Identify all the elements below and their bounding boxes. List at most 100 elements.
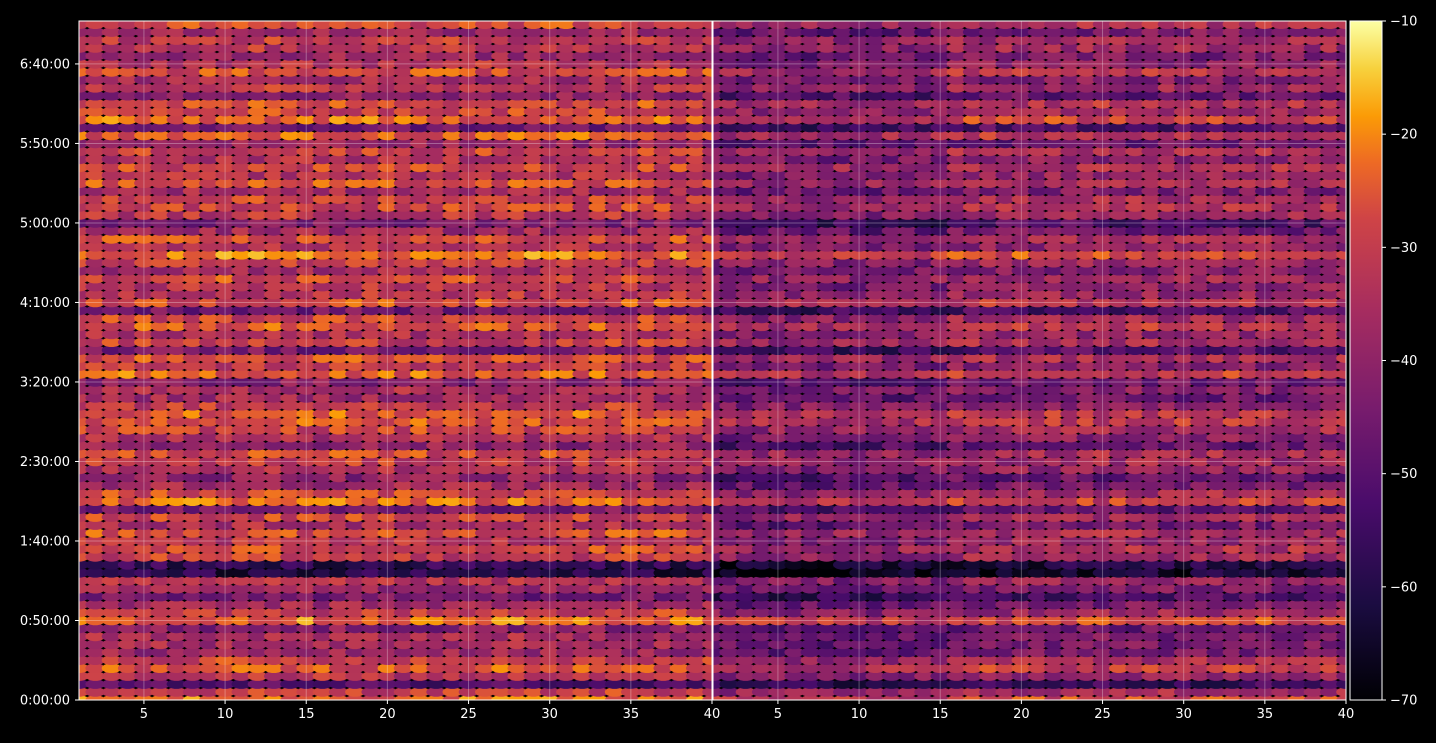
x-tick-label: 30 (541, 707, 558, 722)
heatmap-cell (443, 4, 463, 14)
heatmap-cell (264, 4, 284, 14)
heatmap-cell (637, 11, 657, 21)
heatmap-cell (686, 11, 706, 21)
heatmap-cell (361, 4, 381, 14)
heatmap-cell (507, 4, 527, 14)
heatmap-cell (589, 4, 609, 14)
y-tick-label: 3:20:00 (20, 375, 70, 390)
heatmap-cell (232, 4, 252, 14)
heatmap-cell (459, 11, 479, 21)
heatmap-cell (670, 4, 690, 14)
y-tick-label: 0:00:00 (20, 694, 70, 709)
heatmap-cell (296, 4, 316, 14)
heatmap-cell (118, 4, 138, 14)
heatmap-cell (621, 4, 641, 14)
heatmap-cell (459, 4, 479, 14)
x-tick-label: 15 (298, 707, 315, 722)
heatmap-cell (102, 11, 122, 21)
heatmap-cell (540, 11, 560, 21)
heatmap-cell (264, 11, 284, 21)
x-tick-label: 25 (460, 707, 477, 722)
heatmap-cell (248, 11, 268, 21)
x-tick-label: 40 (704, 707, 721, 722)
heatmap-cell (183, 11, 203, 21)
heatmap-cell (345, 11, 365, 21)
heatmap-cell (102, 4, 122, 14)
heatmap-cell (605, 11, 625, 21)
heatmap-cell (589, 11, 609, 21)
x-tick-label: 5 (140, 707, 148, 722)
heatmap-cell (69, 11, 89, 21)
heatmap-cell (410, 4, 430, 14)
heatmap-cell (199, 11, 219, 21)
y-tick-label: 1:40:00 (20, 534, 70, 549)
y-tick-label: 2:30:00 (20, 455, 70, 470)
x-tick-label: 20 (379, 707, 396, 722)
y-tick-label: 5:00:00 (20, 216, 70, 231)
heatmap-cell (524, 4, 544, 14)
heatmap-cell (654, 4, 674, 14)
heatmap-cell (426, 11, 446, 21)
heatmap-cell (621, 11, 641, 21)
heatmap-cell (670, 11, 690, 21)
heatmap-cell (345, 4, 365, 14)
y-tick-label: 6:40:00 (20, 57, 70, 72)
x-tick-label: 10 (217, 707, 234, 722)
heatmap-cell (215, 4, 235, 14)
heatmap-cell (475, 4, 495, 14)
heatmap-cell (556, 11, 576, 21)
heatmap-cell (118, 11, 138, 21)
heatmap-cell (313, 11, 333, 21)
heatmap-cell (134, 11, 154, 21)
heatmap-cell (475, 11, 495, 21)
heatmap-cell (702, 11, 722, 21)
heatmap-cell (280, 4, 300, 14)
heatmap-cell (232, 11, 252, 21)
heatmap-cell (378, 4, 398, 14)
heatmap-cell (329, 11, 349, 21)
heatmap-cell (150, 11, 170, 21)
heatmap-cell (637, 4, 657, 14)
heatmap-cell (313, 4, 333, 14)
heatmap-cell (248, 4, 268, 14)
heatmap-cell (605, 4, 625, 14)
heatmap-cell (167, 4, 187, 14)
y-tick-label: 5:50:00 (20, 137, 70, 152)
heatmap-cell (686, 4, 706, 14)
y-tick-label: 0:50:00 (20, 614, 70, 629)
heatmap-cell (524, 11, 544, 21)
heatmap-cell (183, 4, 203, 14)
heatmap-cell (654, 11, 674, 21)
heatmap-cell (85, 4, 105, 14)
heatmap-panel-1: 5 10 15 20 25 30 35 40 0:00:00 0:50:00 1:40:00 2:30… (20, 4, 722, 723)
heatmap-cell (556, 4, 576, 14)
heatmap-cell (199, 4, 219, 14)
heatmap-cell (329, 4, 349, 14)
heatmap-cell (69, 4, 89, 14)
heatmap-cell (378, 11, 398, 21)
heatmap-cell (296, 11, 316, 21)
heatmap-cell (394, 4, 414, 14)
heatmap-cell (134, 4, 154, 14)
heatmap-cell (491, 4, 511, 14)
heatmap-cell (215, 11, 235, 21)
heatmap-cell (280, 11, 300, 21)
heatmap-cell (540, 4, 560, 14)
heatmap-cell (426, 4, 446, 14)
heatmap-cell (361, 11, 381, 21)
heatmap-cell (572, 11, 592, 21)
heatmap-cell (491, 11, 511, 21)
heatmap-cell (150, 4, 170, 14)
heatmap-cell (410, 11, 430, 21)
heatmap-cell (443, 11, 463, 21)
heatmap-cell (394, 11, 414, 21)
y-tick-label: 4:10:00 (20, 296, 70, 311)
heatmap-cell (507, 11, 527, 21)
x-tick-label: 35 (623, 707, 640, 722)
heatmap-cell (85, 11, 105, 21)
heatmap-cell (702, 4, 722, 14)
heatmap-cell (572, 4, 592, 14)
